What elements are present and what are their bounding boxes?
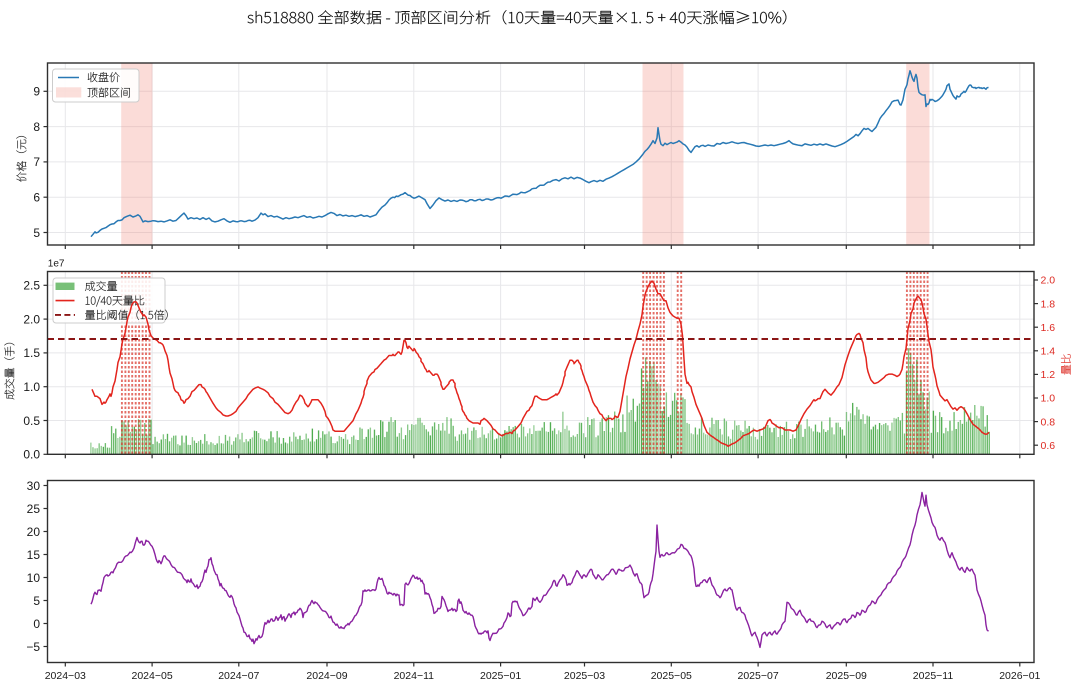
svg-text:2.0: 2.0 [23, 312, 40, 326]
svg-text:2.0: 2.0 [1041, 275, 1056, 287]
svg-text:2024−11: 2024−11 [394, 670, 435, 682]
svg-text:0: 0 [33, 617, 40, 631]
svg-text:2024−07: 2024−07 [218, 670, 259, 682]
svg-text:1.6: 1.6 [1041, 322, 1056, 334]
svg-text:2025−03: 2025−03 [564, 670, 605, 682]
svg-text:2024−05: 2024−05 [132, 670, 173, 682]
svg-text:10: 10 [27, 571, 41, 585]
svg-text:1.2: 1.2 [1041, 369, 1056, 381]
svg-text:2025−05: 2025−05 [651, 670, 692, 682]
svg-text:6: 6 [33, 191, 40, 205]
svg-text:−5: −5 [26, 640, 40, 654]
svg-text:7: 7 [33, 155, 40, 169]
svg-text:2026−01: 2026−01 [999, 670, 1040, 682]
svg-text:2025−01: 2025−01 [480, 670, 521, 682]
svg-text:1.0: 1.0 [23, 380, 40, 394]
svg-text:25: 25 [27, 502, 41, 516]
svg-text:0.6: 0.6 [1041, 440, 1056, 452]
svg-text:1.4: 1.4 [1041, 346, 1056, 358]
svg-text:2.5: 2.5 [23, 279, 40, 293]
svg-text:0.5: 0.5 [23, 414, 40, 428]
svg-text:1.5: 1.5 [23, 346, 40, 360]
svg-text:0.0: 0.0 [23, 448, 40, 462]
svg-text:0.8: 0.8 [1041, 416, 1056, 428]
svg-text:1e7: 1e7 [48, 259, 65, 270]
svg-text:5: 5 [33, 226, 40, 240]
svg-text:5: 5 [33, 594, 40, 608]
svg-text:1.0: 1.0 [1041, 393, 1056, 405]
svg-text:30: 30 [27, 479, 41, 493]
svg-text:8: 8 [33, 120, 40, 134]
svg-text:2025−11: 2025−11 [913, 670, 954, 682]
svg-text:2024−03: 2024−03 [45, 670, 86, 682]
svg-text:2025−09: 2025−09 [826, 670, 867, 682]
svg-text:20: 20 [27, 525, 41, 539]
svg-text:9: 9 [33, 85, 40, 99]
svg-text:2025−07: 2025−07 [738, 670, 779, 682]
svg-text:15: 15 [27, 548, 41, 562]
svg-text:2024−09: 2024−09 [306, 670, 347, 682]
svg-text:1.8: 1.8 [1041, 298, 1056, 310]
